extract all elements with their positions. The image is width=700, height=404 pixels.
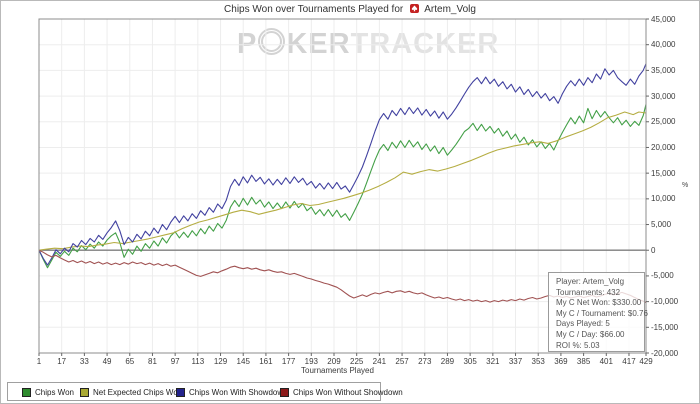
y-tick-label: 40,000 — [651, 40, 676, 50]
chart-title-text: Chips Won over Tournaments Played for — [224, 4, 404, 15]
x-tick-label: 337 — [508, 357, 523, 366]
tooltip-stat-line: Player: Artem_Volg — [556, 277, 625, 286]
x-tick-label: 353 — [531, 357, 545, 366]
legend-label: Net Expected Chips Won — [93, 387, 183, 397]
y-tick-label: -5,000 — [651, 271, 674, 281]
y-tick-label: 25,000 — [651, 117, 676, 127]
legend-swatch-icon — [280, 387, 289, 397]
y-tick-label: -10,000 — [651, 297, 679, 307]
tooltip-stat-line: My C Net Won: $330.00 — [556, 298, 642, 308]
legend-item[interactable]: Net Expected Chips Won — [80, 386, 182, 398]
x-tick-label: 289 — [440, 357, 455, 366]
y-tick-label: 5,000 — [651, 220, 672, 230]
x-tick-label: 417 — [622, 357, 636, 366]
x-tick-label: 161 — [259, 357, 273, 366]
x-tick-label: 145 — [236, 357, 250, 366]
legend-label: Chips Won Without Showdown — [293, 387, 403, 397]
player-stats-tooltip: Player: Artem_Volg Tournaments: 432 My C N… — [548, 272, 648, 352]
legend-label: Chips Won With Showdown — [189, 387, 288, 397]
x-tick-label: 321 — [486, 357, 500, 366]
x-tick-label: 241 — [372, 357, 387, 366]
poker-chip-icon — [258, 28, 286, 55]
x-tick-label: 113 — [191, 357, 205, 366]
x-tick-label: 81 — [148, 357, 157, 366]
legend-swatch-icon — [80, 387, 89, 397]
x-tick-label: 225 — [349, 357, 364, 366]
x-tick-label: 257 — [395, 357, 409, 366]
x-tick-label: 129 — [213, 357, 228, 366]
x-tick-label: 369 — [554, 357, 568, 366]
legend: Chips Won Net Expected Chips Won Chips Won… — [7, 382, 403, 401]
legend-label: Chips Won — [35, 387, 74, 397]
y-tick-label: 35,000 — [651, 65, 676, 75]
x-tick-label: 273 — [418, 357, 432, 366]
x-tick-label: 17 — [57, 357, 67, 366]
legend-swatch-icon — [22, 387, 31, 397]
x-tick-label: 385 — [576, 357, 591, 366]
legend-item[interactable]: Chips Won Without Showdown — [280, 386, 403, 398]
legend-swatch-icon — [176, 387, 185, 397]
y-tick-label: -15,000 — [651, 322, 679, 332]
tooltip-stat-line: Tournaments: 432 — [556, 287, 621, 297]
x-tick-label: 429 — [639, 357, 653, 366]
x-tick-label: 193 — [304, 357, 318, 366]
x-axis-title: Tournaments Played — [301, 366, 374, 375]
legend-item[interactable]: Chips Won With Showdown — [176, 386, 288, 398]
pokertracker-player-icon — [410, 4, 419, 13]
chart-title-player: Artem_Volg — [424, 4, 476, 15]
y-tick-label: 45,000 — [651, 14, 676, 24]
legend-item[interactable]: Chips Won — [22, 386, 74, 398]
y-tick-label: -20,000 — [651, 348, 679, 358]
y-tick-label: 20,000 — [651, 142, 676, 152]
tooltip-stat-line: Days Played: 5 — [556, 319, 610, 329]
y-tick-label: 15,000 — [651, 168, 676, 178]
chart-title: Chips Won over Tournaments Played for Ar… — [1, 4, 699, 15]
x-tick-label: 65 — [125, 357, 135, 366]
x-tick-label: 97 — [170, 357, 180, 366]
x-tick-label: 209 — [327, 357, 341, 366]
x-tick-label: 33 — [79, 357, 89, 366]
x-tick-label: 305 — [463, 357, 477, 366]
y-tick-label: 10,000 — [651, 194, 676, 204]
x-tick-label: 49 — [102, 357, 112, 366]
axis-unit-glyph: % — [682, 182, 689, 189]
tooltip-stat-line: ROI %: 5.03 — [556, 340, 600, 350]
x-tick-label: 401 — [599, 357, 613, 366]
y-tick-label: 30,000 — [651, 91, 676, 101]
tooltip-stat-line: My C / Day: $66.00 — [556, 329, 625, 339]
x-tick-label: 177 — [281, 357, 296, 366]
tooltip-stat-line: My C / Tournament: $0.76 — [556, 308, 648, 318]
y-tick-label: 0 — [651, 245, 656, 255]
x-tick-label: 1 — [36, 357, 42, 366]
